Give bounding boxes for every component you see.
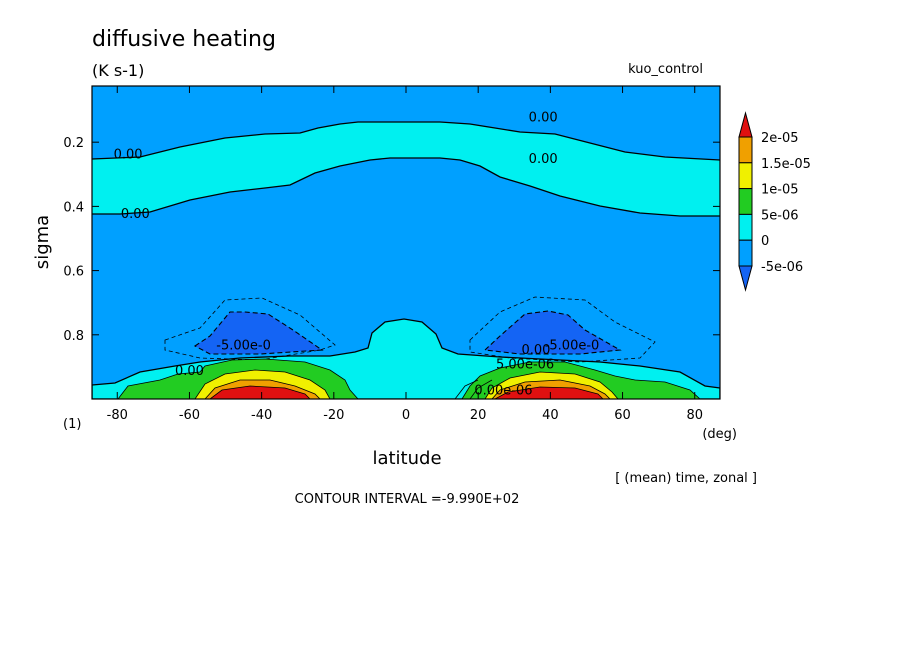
y-tick-label: 0.4 xyxy=(63,200,84,215)
contour-label-group: 5.00e-06 xyxy=(496,358,554,373)
contour-label: 0.00e-06 xyxy=(474,383,532,398)
colorbar-label: 1e-05 xyxy=(761,183,799,198)
colorbar-label: 1.5e-05 xyxy=(761,157,811,172)
x-tick-label: 0 xyxy=(402,408,410,423)
contour-labels: 0.000.000.000.00-5.00e-0 -5.00e-00.000.00… xyxy=(114,110,600,398)
contour-label-group: -5.00e-0 xyxy=(545,338,600,353)
colorbar-label: 5e-06 xyxy=(761,208,799,223)
chart-units: (K s-1) xyxy=(92,61,144,80)
x-tick-label: -40 xyxy=(251,408,272,423)
contour-label-group: 0.00e-06 xyxy=(474,383,532,398)
negative-pool-left xyxy=(193,311,324,355)
x-tick-label: 40 xyxy=(542,408,559,423)
contour-label: -5.00e-0 xyxy=(216,338,271,353)
contour-label: 0.00 xyxy=(529,152,558,167)
colorbar-swatch xyxy=(738,188,753,215)
contour-label: 5.00e-06 xyxy=(496,358,554,373)
contour-label: 0.00 xyxy=(121,207,150,222)
chart-title: diffusive heating xyxy=(92,27,276,52)
frame-index: (1) xyxy=(63,417,81,432)
colorbar-swatch xyxy=(738,136,753,164)
x-tick-label: -60 xyxy=(179,408,200,423)
contour-interval: CONTOUR INTERVAL =-9.990E+02 xyxy=(295,492,520,507)
contour-label-group: 0.00 xyxy=(175,364,204,379)
colorbar-upper-arrow xyxy=(738,111,753,138)
x-tick-label: -80 xyxy=(107,408,128,423)
x-tick-label: -20 xyxy=(323,408,344,423)
x-axis-label: latitude xyxy=(372,448,441,469)
y-axis-label: sigma xyxy=(32,215,53,269)
colorbar-label: 2e-05 xyxy=(761,131,799,146)
contour-label-group: 0.00 xyxy=(529,152,558,167)
contour-label-group: -5.00e-0 xyxy=(216,338,271,353)
surface-contours-right xyxy=(454,379,493,399)
run-name: kuo_control xyxy=(628,62,703,77)
colorbar-swatch xyxy=(738,239,753,267)
colorbar: 2e-05 1.5e-05 1e-05 5e-06 0 -5e-06 xyxy=(738,111,811,292)
contour-label: -5.00e-0 xyxy=(545,338,600,353)
colorbar-swatch xyxy=(738,162,753,190)
upper-zero-contour-bottom xyxy=(92,157,720,217)
colorbar-label: 0 xyxy=(761,234,769,249)
y-tick-label: 0.6 xyxy=(63,265,84,280)
averaging-note: [ (mean) time, zonal ] xyxy=(615,471,757,486)
contour-label-group: 0.00 xyxy=(114,147,143,162)
y-tick-label: 0.8 xyxy=(63,329,84,344)
upper-zero-contour-top xyxy=(92,121,720,161)
contour-label: 0.00 xyxy=(114,147,143,162)
y-axis: 0.2 0.4 0.6 0.8 xyxy=(63,136,720,344)
plot-area xyxy=(92,86,720,399)
contour-label: 0.00 xyxy=(175,364,204,379)
colorbar-lower-arrow xyxy=(738,265,753,292)
x-axis: -80 -60 -40 -20 0 20 40 60 80 xyxy=(107,86,703,423)
contour-label-group: 0.00 xyxy=(121,207,150,222)
x-tick-label: 60 xyxy=(614,408,631,423)
contour-label-group: 0.00 xyxy=(529,110,558,125)
y-tick-label: 0.2 xyxy=(63,136,84,151)
dashed-contour-right-outer xyxy=(469,296,656,363)
contour-label: 0.00 xyxy=(521,343,550,358)
colorbar-label: -5e-06 xyxy=(761,260,803,275)
x-axis-unit: (deg) xyxy=(702,427,737,442)
contour-label: 0.00 xyxy=(529,110,558,125)
band-red-right xyxy=(494,386,604,399)
colorbar-swatch xyxy=(738,213,753,241)
upper-positive-band xyxy=(92,122,720,216)
dashed-contour-left-outer xyxy=(164,297,336,361)
x-tick-label: 80 xyxy=(686,408,703,423)
contour-label-group: 0.00 xyxy=(521,343,550,358)
band-red-left xyxy=(209,385,311,399)
negative-pool-right xyxy=(483,310,622,355)
x-tick-label: 20 xyxy=(470,408,487,423)
